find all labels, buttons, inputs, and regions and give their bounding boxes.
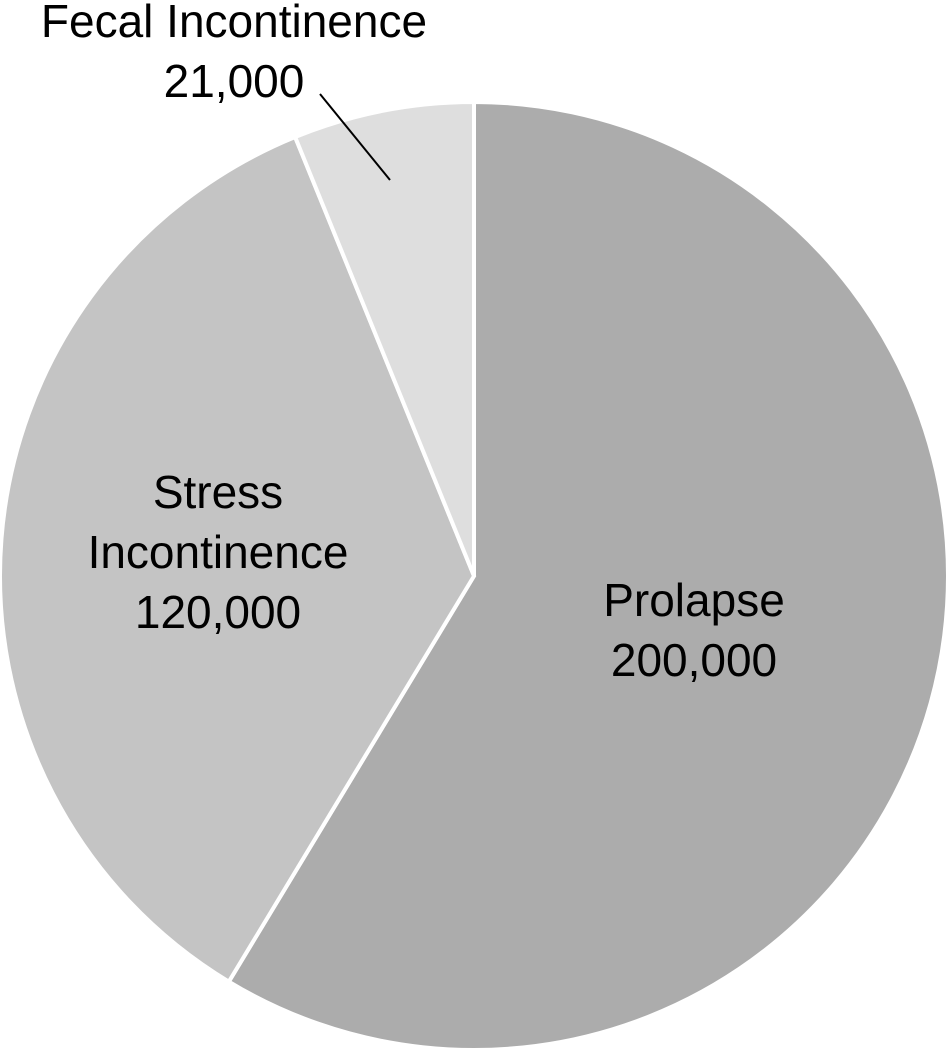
slice-labels: Prolapse 200,000 Stress Incontinence 120,000… <box>41 0 785 686</box>
pie-slice-fecal-incontinence <box>292 99 476 577</box>
slice-label-stress-incontinence: Stress Incontinence 120,000 <box>88 466 349 638</box>
slice-name-label: Stress <box>153 466 283 518</box>
leader-lines <box>319 93 391 181</box>
leader-line-fecal-incontinence <box>319 93 391 181</box>
slice-value-label: 120,000 <box>135 586 301 638</box>
slice-label-fecal-incontinence: Fecal Incontinence 21,000 <box>41 0 427 107</box>
pie-slice-stress-incontinence <box>0 134 477 985</box>
slice-name-label: Fecal Incontinence <box>41 0 427 47</box>
slice-label-prolapse: Prolapse 200,000 <box>603 574 785 686</box>
slice-name-label: Prolapse <box>603 574 785 626</box>
pie-slices <box>0 99 949 1050</box>
slice-value-label: 200,000 <box>611 634 777 686</box>
slice-name-label: Incontinence <box>88 526 349 578</box>
slice-value-label: 21,000 <box>164 55 305 107</box>
